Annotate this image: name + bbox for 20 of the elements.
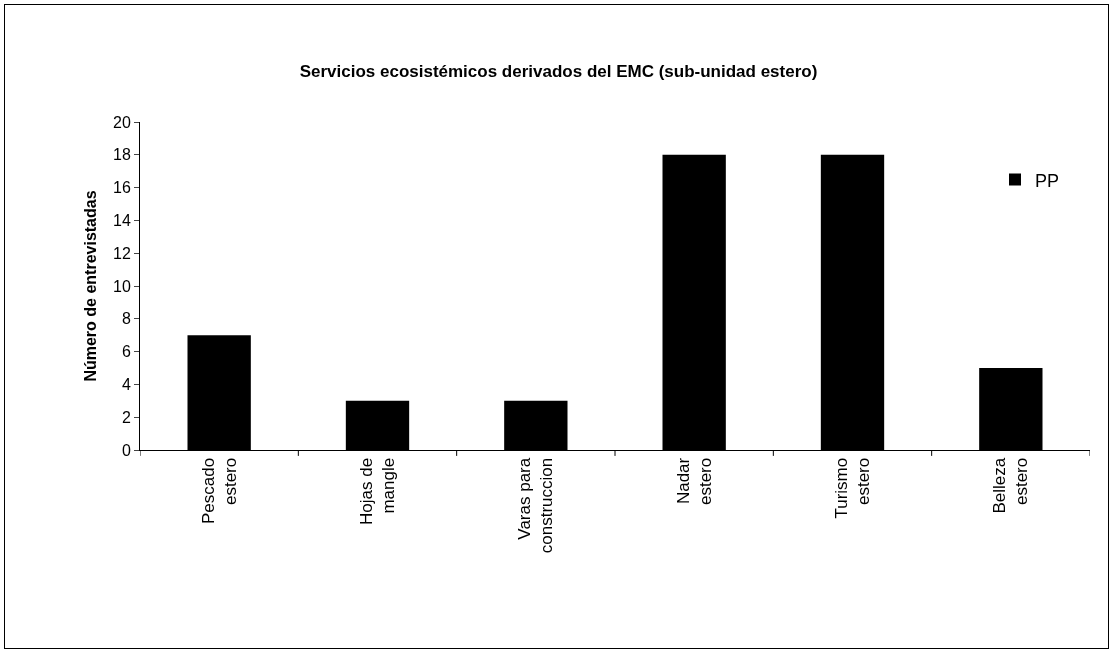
y-tick-label: 18 [113, 146, 131, 164]
y-tick-label: 20 [113, 113, 131, 131]
y-tick-label: 10 [113, 277, 131, 295]
y-tick-label: 4 [121, 376, 131, 393]
x-tick-label: Varas para construccion [515, 457, 557, 554]
x-tick-label: Belleza estero [990, 457, 1032, 514]
y-axis-title: Número de entrevistadas [81, 190, 99, 382]
y-tick-label: 14 [113, 212, 131, 229]
y-tick-label: 2 [121, 408, 131, 426]
legend-label: PP [1035, 170, 1060, 191]
chart-title: Servicios ecosistémicos derivados del EMC (sub-unidad estero) [299, 62, 818, 82]
y-tick-label: 8 [121, 310, 131, 328]
y-tick-label: 12 [113, 244, 131, 262]
y-tick-label: 0 [121, 441, 131, 459]
y-tick-label: 16 [113, 179, 131, 197]
x-tick-label: Hojas de mangle [356, 457, 399, 525]
x-tick-label: Nadar estero [673, 457, 715, 506]
y-tick-label: 6 [121, 343, 131, 361]
x-tick-label: Pescado estero [198, 457, 240, 524]
x-tick-label: Turismo estero [831, 457, 874, 519]
